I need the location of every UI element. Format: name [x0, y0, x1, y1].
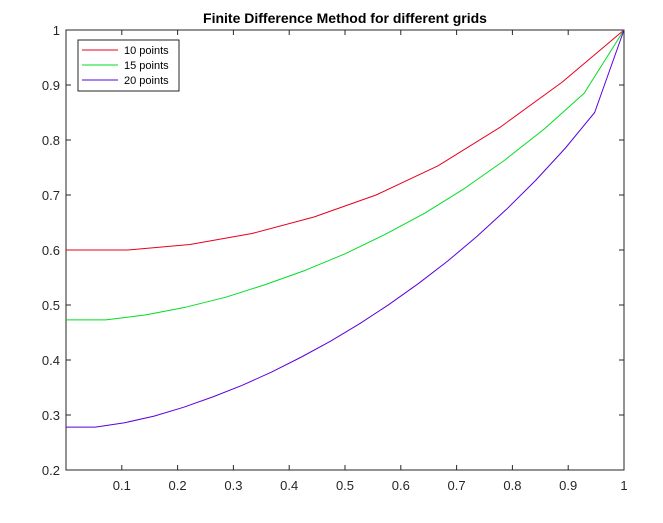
y-tick-label: 0.6	[42, 243, 60, 258]
legend: 10 points 15 points 20 points	[77, 39, 180, 92]
axes: 0.1 0.2 0.3 0.4 0.5 0.6 0.7 0.8 0.9 1 0.2 0.3 0.4 0.5…	[42, 23, 628, 493]
x-tick-label: 0.4	[280, 478, 298, 493]
plot-frame	[65, 29, 625, 471]
legend-label-1: 10 points	[124, 45, 169, 57]
x-tick-label: 0.7	[448, 478, 466, 493]
x-tick-label: 0.5	[336, 478, 354, 493]
x-tick-label: 0.6	[392, 478, 410, 493]
y-tick-label: 1	[53, 23, 60, 38]
y-tick-label: 0.2	[42, 463, 60, 478]
y-tick-label: 0.4	[42, 353, 60, 368]
legend-label-3: 20 points	[124, 75, 169, 87]
y-tick-label: 0.8	[42, 133, 60, 148]
x-tick-label: 0.1	[113, 478, 131, 493]
x-tick-label: 1	[620, 478, 627, 493]
x-tick-label: 0.8	[503, 478, 521, 493]
chart-title: Finite Difference Method for different g…	[203, 10, 487, 26]
series-line-3	[66, 29, 625, 428]
y-tick-label: 0.7	[42, 188, 60, 203]
y-tick-label: 0.3	[42, 408, 60, 423]
series-line-2	[66, 29, 625, 321]
y-tick-label: 0.9	[42, 78, 60, 93]
series-lines	[66, 29, 625, 428]
series-line-1	[66, 29, 625, 251]
legend-label-2: 15 points	[124, 60, 169, 72]
x-tick-label: 0.9	[559, 478, 577, 493]
y-tick-label: 0.5	[42, 298, 60, 313]
x-tick-label: 0.2	[169, 478, 187, 493]
x-tick-label: 0.3	[224, 478, 242, 493]
